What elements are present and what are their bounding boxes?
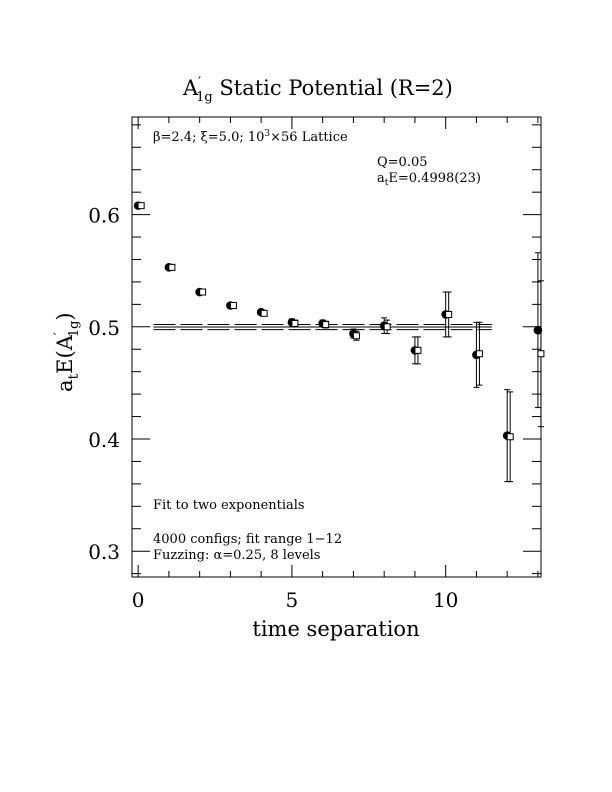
data-point-square [352, 332, 360, 340]
data-point-square [168, 263, 176, 271]
data-point-circle [533, 325, 543, 335]
fuzzing-annotation: Fuzzing: α=0.25, 8 levels [153, 548, 320, 563]
lattice-annotation: β=2.4; ξ=5.0; 103×56 Lattice [153, 129, 348, 145]
fit-energy-annotation: atE=0.4998(23) [377, 171, 481, 188]
y-axis-label: atE(A′1g) [52, 312, 82, 392]
data-point-square [414, 346, 422, 354]
chart-title: A′ 1g Static Potential (R=2) [182, 75, 453, 105]
x-tick-label: 10 [433, 588, 458, 612]
data-point-square [199, 288, 207, 296]
data-point-square [506, 433, 514, 441]
data-point-square [475, 350, 483, 358]
q-annotation: Q=0.05 [377, 155, 428, 170]
x-tick-label: 0 [132, 588, 145, 612]
y-tick-label: 0.6 [88, 204, 120, 228]
data-point-square [445, 310, 453, 318]
data-point-square [260, 309, 268, 317]
x-tick-label: 5 [286, 588, 299, 612]
data-point-square [537, 350, 545, 358]
y-tick-label: 0.5 [88, 316, 120, 340]
y-tick-label: 0.4 [88, 428, 120, 452]
data-point-square [322, 321, 330, 329]
y-tick-label: 0.3 [88, 540, 120, 564]
data-point-square [229, 301, 237, 309]
data-point-square [383, 323, 391, 331]
configs-annotation: 4000 configs; fit range 1−12 [153, 532, 342, 547]
fit-type-annotation: Fit to two exponentials [153, 498, 305, 513]
data-point-square [137, 202, 145, 210]
data-point-square [291, 319, 299, 327]
x-axis-label: time separation [252, 617, 419, 641]
